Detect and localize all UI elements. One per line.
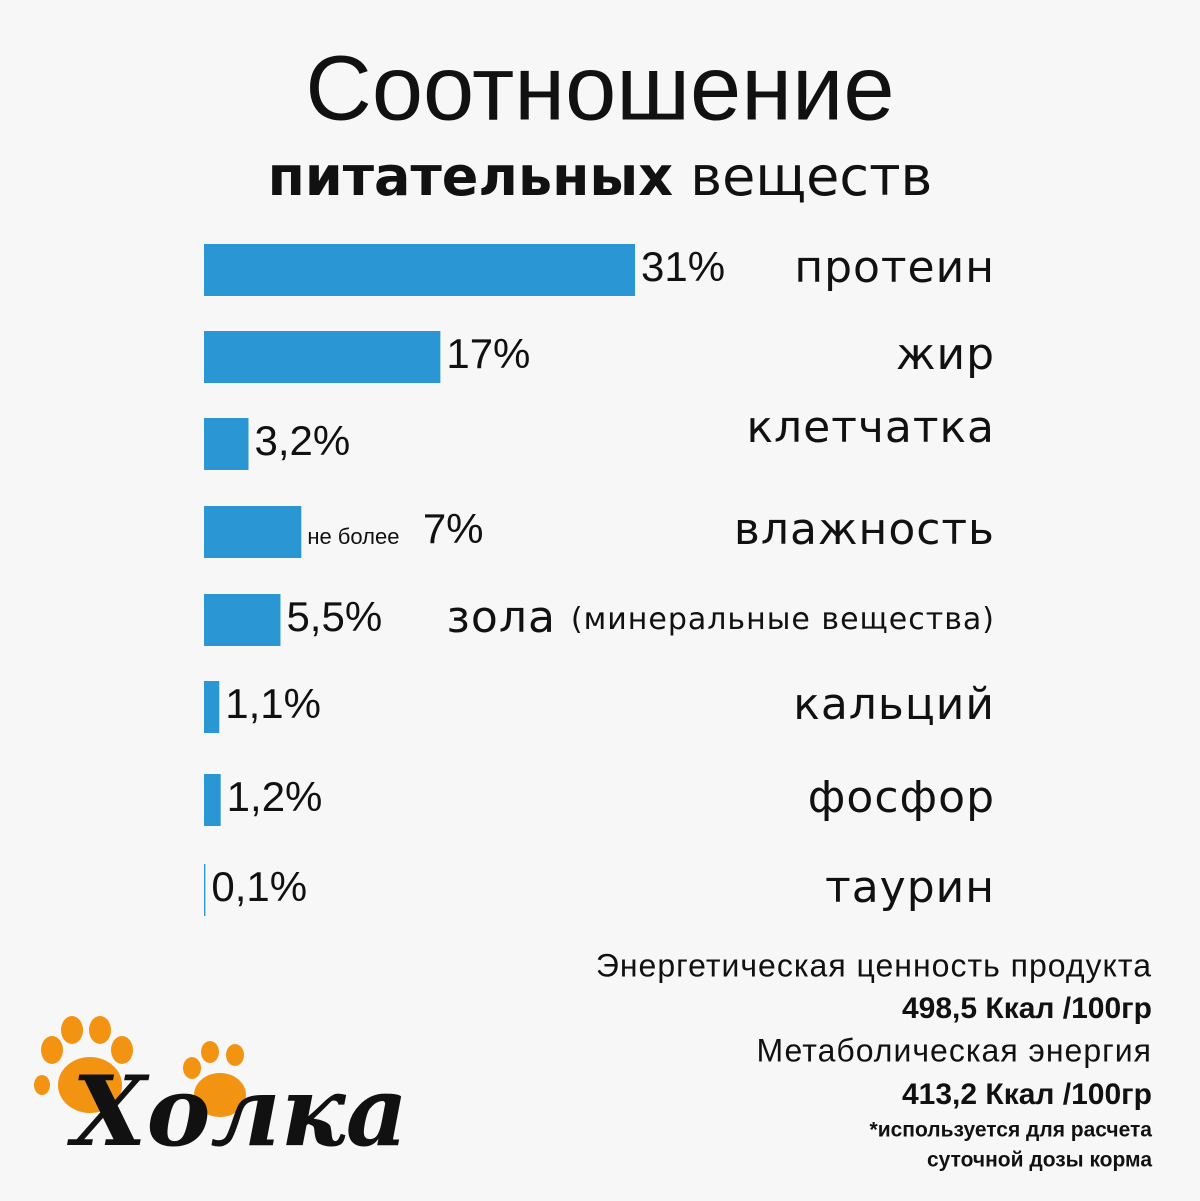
category-label: кальций	[793, 679, 995, 730]
value-text: 1,1%	[225, 680, 321, 727]
bar	[204, 418, 249, 470]
value-label: 17%	[446, 330, 530, 377]
category-text: клетчатка	[746, 402, 995, 453]
paw-icon	[34, 1016, 246, 1117]
value-text: 31%	[641, 243, 725, 290]
bar	[204, 331, 441, 383]
category-label: зола (минеральные вещества)	[447, 592, 995, 643]
subtitle-regular: веществ	[690, 145, 932, 208]
category-label: влажность	[734, 504, 995, 555]
footnote: *используется для расчета	[870, 1119, 1153, 1142]
metabolic-value: 413,2 Ккал /100гр	[902, 1078, 1152, 1111]
value-label: 1,2%	[227, 773, 323, 820]
category-text: фосфор	[808, 772, 995, 823]
bar	[204, 774, 221, 826]
category-label: клетчатка	[746, 402, 995, 453]
spacer	[556, 592, 571, 643]
logo-text: Холка	[66, 1055, 408, 1168]
category-text: протеин	[794, 242, 995, 293]
value-text: 7%	[423, 505, 484, 552]
bar	[204, 864, 206, 916]
metabolic-label: Метаболическая энергия	[757, 1032, 1152, 1068]
value-text: 5,5%	[286, 593, 382, 640]
bar	[204, 244, 635, 296]
value-note: не более	[307, 524, 399, 549]
category-note: (минеральные вещества)	[571, 602, 995, 637]
category-label: протеин	[794, 242, 995, 293]
logo: Холка	[34, 1016, 408, 1168]
value-label: 3,2%	[254, 417, 350, 464]
category-text: жир	[896, 329, 995, 380]
bar	[204, 506, 302, 558]
subtitle-bold: питательных	[268, 145, 674, 208]
category-text: кальций	[793, 679, 995, 730]
energy-label: Энергетическая ценность продукта	[596, 947, 1152, 983]
spacer	[399, 511, 422, 558]
value-label: 31%	[641, 243, 725, 290]
value-text: 3,2%	[254, 417, 350, 464]
bar	[204, 681, 220, 733]
value-label: 0,1%	[211, 863, 307, 910]
title: Соотношение	[305, 37, 894, 139]
bar	[204, 594, 281, 646]
category-text: зола	[447, 592, 556, 643]
value-text: 1,2%	[227, 773, 323, 820]
value-label: 1,1%	[225, 680, 321, 727]
category-label: жир	[896, 329, 995, 380]
energy-value: 498,5 Ккал /100гр	[902, 992, 1152, 1025]
value-label: не более 7%	[307, 505, 483, 558]
footnote: суточной дозы корма	[927, 1149, 1152, 1172]
category-label: фосфор	[808, 772, 995, 823]
footer: Энергетическая ценность продукта 498,5 К…	[596, 947, 1152, 1171]
category-label: таурин	[825, 862, 995, 913]
value-text: 0,1%	[211, 863, 307, 910]
value-text: 17%	[446, 330, 530, 377]
category-text: таурин	[825, 862, 995, 913]
category-text: влажность	[734, 504, 995, 555]
value-label: 5,5%	[286, 593, 382, 640]
subtitle: питательных веществ	[268, 145, 933, 208]
